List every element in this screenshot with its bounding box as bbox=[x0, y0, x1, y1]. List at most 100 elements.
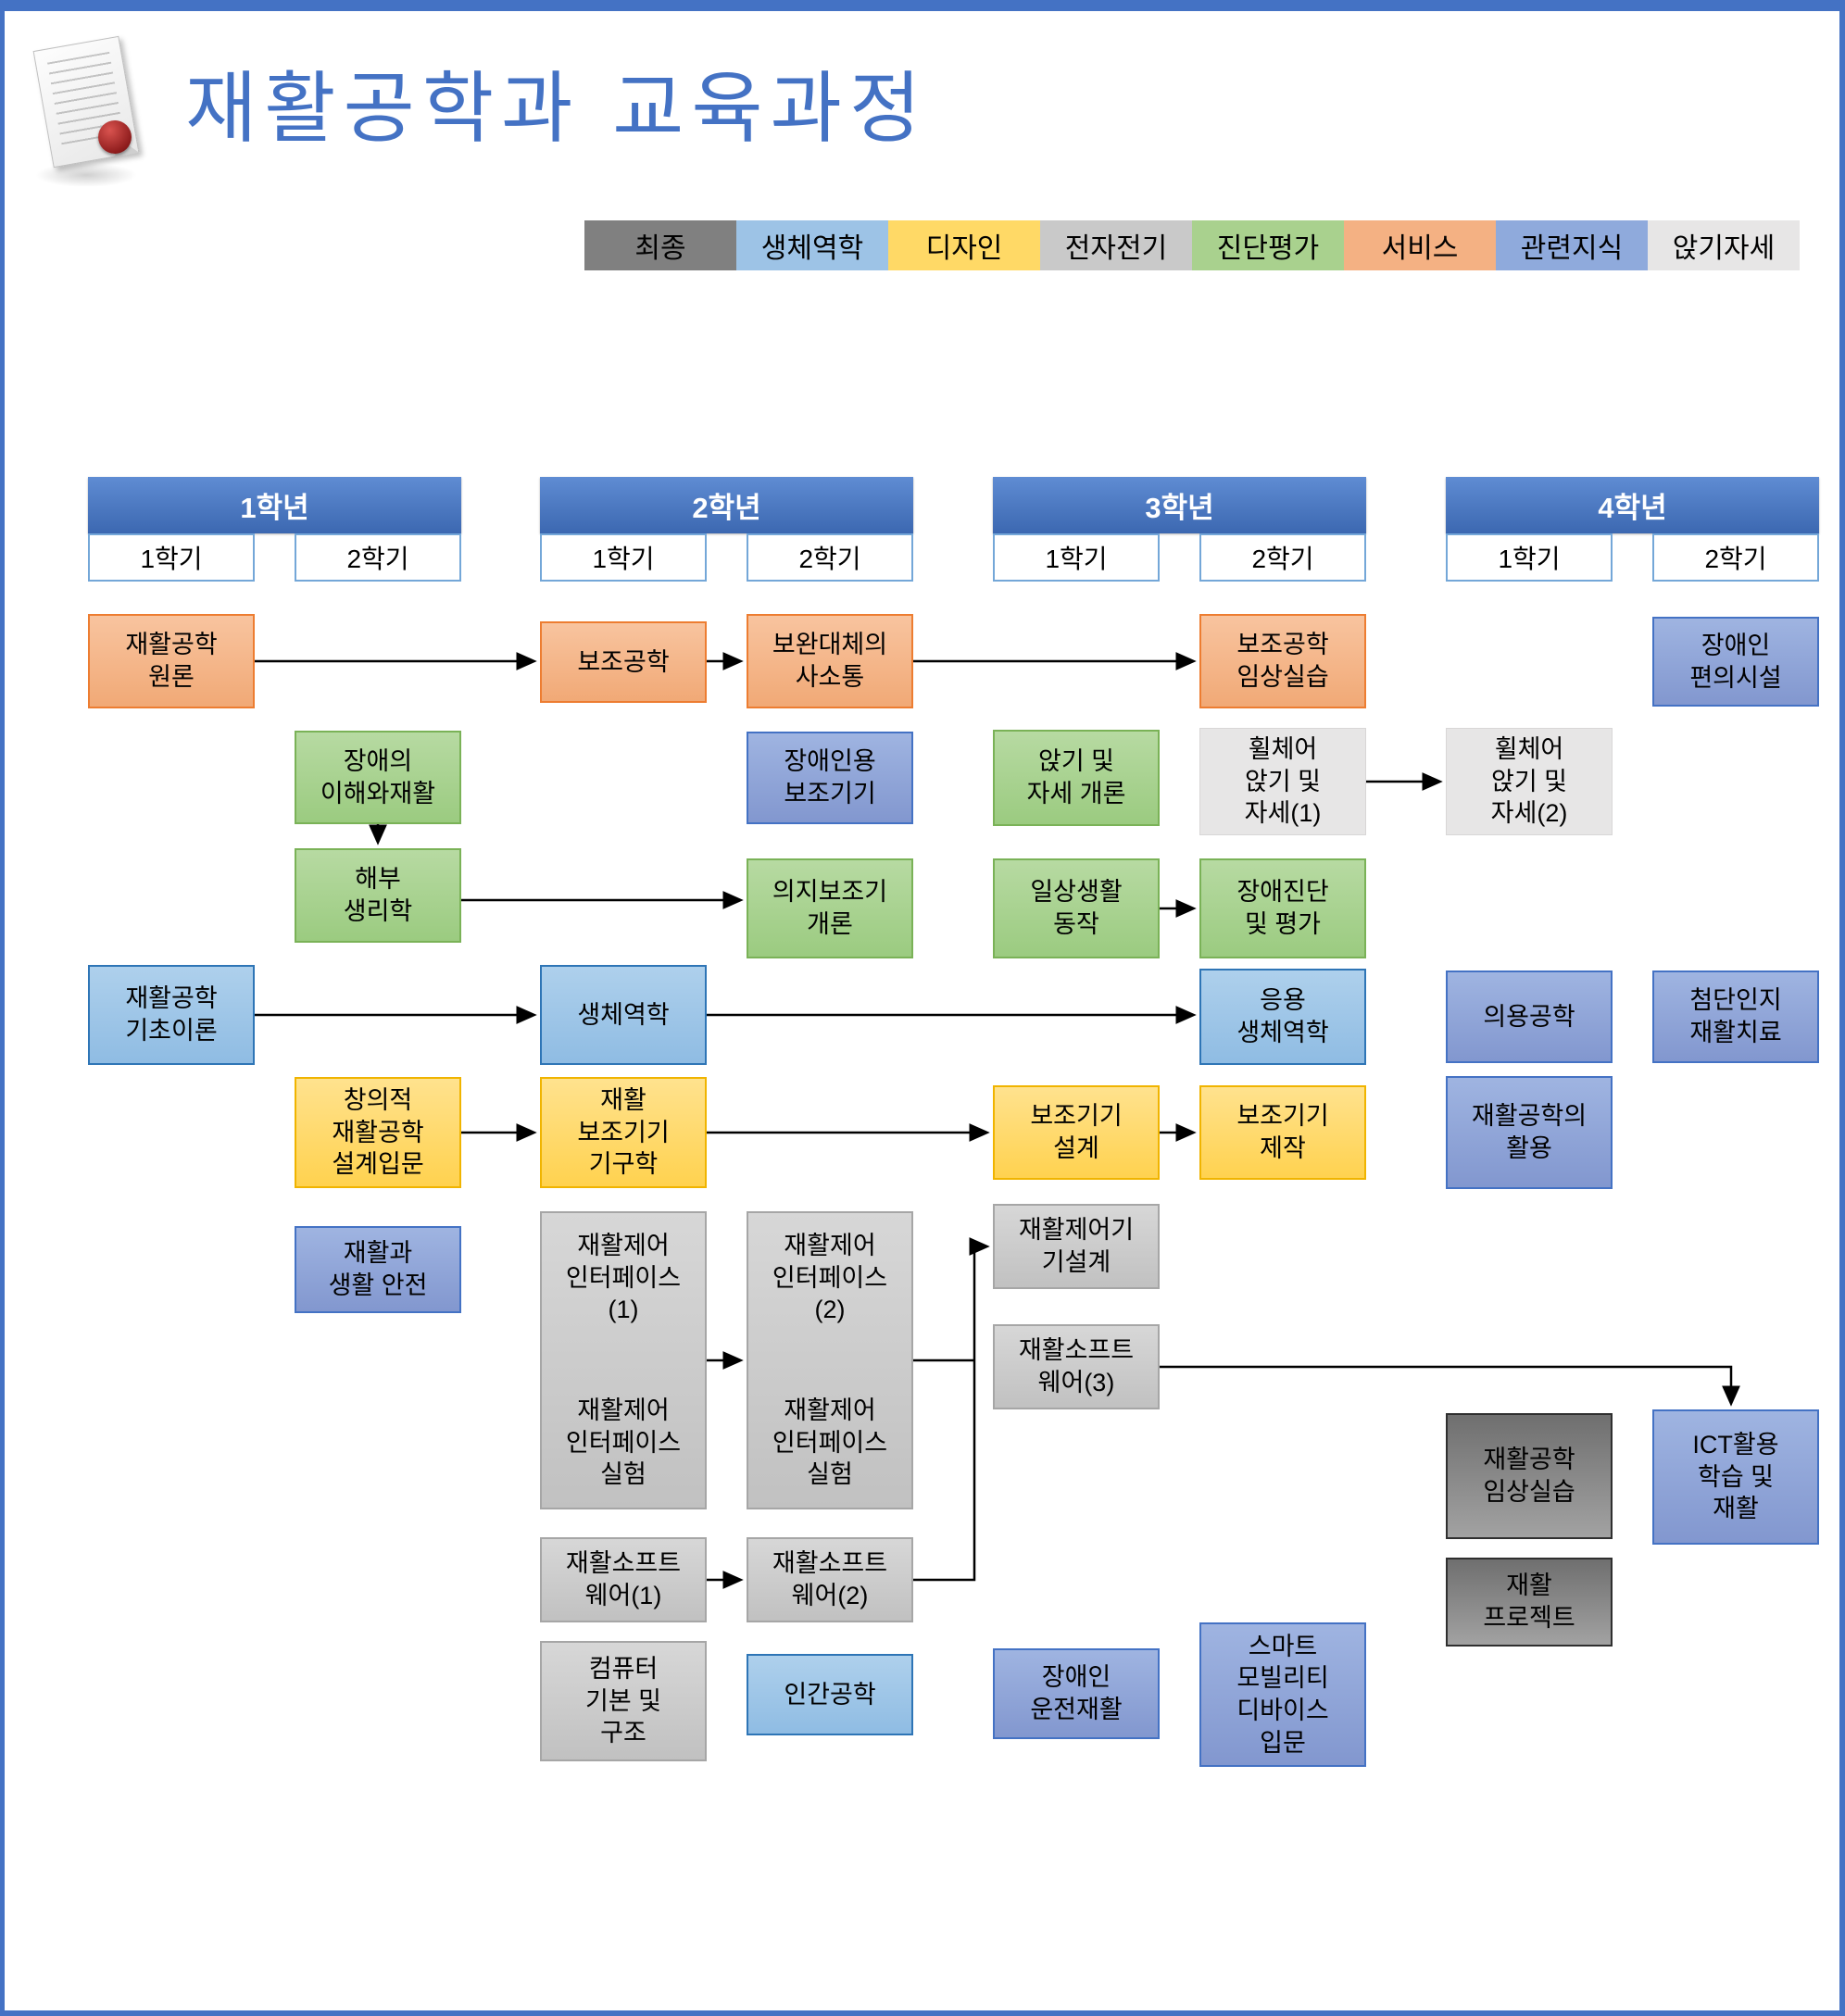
course-label: 재활공학 기초이론 bbox=[125, 984, 218, 1045]
course-box: 재활공학 원론 bbox=[88, 614, 255, 708]
semester-header-y2s2: 2학기 bbox=[747, 533, 913, 582]
course-label: 재활소프트 웨어(3) bbox=[1018, 1336, 1135, 1396]
legend-item-design: 디자인 bbox=[888, 220, 1040, 270]
course-box: 앉기 및 자세 개론 bbox=[993, 730, 1160, 826]
course-box: 재활 보조기기 기구학 bbox=[540, 1077, 707, 1188]
red-wax-seal bbox=[98, 120, 132, 154]
semester-header-y3s1: 1학기 bbox=[993, 533, 1160, 582]
semester-header-y4s2: 2학기 bbox=[1652, 533, 1819, 582]
course-box: 인간공학 bbox=[747, 1654, 913, 1735]
course-label: 의용공학 bbox=[1483, 1002, 1575, 1031]
page-border-bottom bbox=[0, 2010, 1845, 2016]
course-label: 재활제어 인터페이스 실험 bbox=[565, 1396, 682, 1489]
year-header-2: 2학년 bbox=[540, 477, 913, 533]
course-label: 재활제어 인터페이스 (2) bbox=[772, 1232, 888, 1324]
course-box: 보조기기 설계 bbox=[993, 1085, 1160, 1180]
course-box: 창의적 재활공학 설계입문 bbox=[295, 1077, 461, 1188]
course-label: 응용 생체역학 bbox=[1236, 986, 1329, 1046]
course-label: 재활공학의 활용 bbox=[1471, 1102, 1588, 1162]
course-label: 보조공학 bbox=[577, 647, 670, 676]
legend-item-biomech: 생체역학 bbox=[736, 220, 888, 270]
course-box: 장애인 운전재활 bbox=[993, 1648, 1160, 1739]
semester-header-y3s2: 2학기 bbox=[1199, 533, 1366, 582]
course-label: 첨단인지 재활치료 bbox=[1689, 986, 1782, 1046]
course-box: ICT활용 학습 및 재활 bbox=[1652, 1409, 1819, 1545]
course-label: 재활제어기 기설계 bbox=[1018, 1216, 1135, 1276]
course-box: 보조기기 제작 bbox=[1199, 1085, 1366, 1180]
course-box: 재활제어 인터페이스 (2) 재활제어 인터페이스 실험 bbox=[747, 1211, 913, 1509]
year-header-4: 4학년 bbox=[1446, 477, 1819, 533]
course-box: 장애인 편의시설 bbox=[1652, 617, 1819, 707]
course-label: 보조공학 임상실습 bbox=[1236, 631, 1329, 691]
course-label: 보조기기 제작 bbox=[1236, 1102, 1329, 1162]
course-label: 인간공학 bbox=[784, 1680, 876, 1709]
course-box: 휠체어 앉기 및 자세(2) bbox=[1446, 728, 1613, 835]
course-label: 컴퓨터 기본 및 구조 bbox=[584, 1655, 662, 1747]
course-box: 재활공학 임상실습 bbox=[1446, 1413, 1613, 1539]
course-label: 일상생활 동작 bbox=[1030, 878, 1123, 938]
course-box: 휠체어 앉기 및 자세(1) bbox=[1199, 728, 1366, 835]
course-box: 재활소프트 웨어(1) bbox=[540, 1537, 707, 1622]
course-label: 재활제어 인터페이스 (1) bbox=[565, 1232, 682, 1324]
course-label: 장애진단 및 평가 bbox=[1236, 878, 1329, 938]
course-label: 재활 프로젝트 bbox=[1483, 1571, 1575, 1632]
legend-item-assess: 진단평가 bbox=[1192, 220, 1344, 270]
course-box: 생체역학 bbox=[540, 965, 707, 1065]
legend-item-final: 최종 bbox=[584, 220, 736, 270]
course-label: 장애인용 보조기기 bbox=[784, 747, 876, 808]
course-box: 재활공학의 활용 bbox=[1446, 1076, 1613, 1189]
icon-shadow bbox=[35, 163, 137, 187]
course-box: 재활제어기 기설계 bbox=[993, 1204, 1160, 1289]
course-label: 의지보조기 개론 bbox=[772, 878, 888, 938]
course-box: 재활 프로젝트 bbox=[1446, 1558, 1613, 1647]
course-box: 컴퓨터 기본 및 구조 bbox=[540, 1641, 707, 1761]
semester-header-y2s1: 1학기 bbox=[540, 533, 707, 582]
course-box: 보완대체의 사소통 bbox=[747, 614, 913, 708]
course-label: 재활 보조기기 기구학 bbox=[577, 1086, 670, 1179]
course-label: 보완대체의 사소통 bbox=[772, 631, 888, 691]
course-box: 보조공학 임상실습 bbox=[1199, 614, 1366, 708]
page-title: 재활공학과 교육과정 bbox=[185, 63, 929, 154]
legend-item-service: 서비스 bbox=[1344, 220, 1496, 270]
course-label: 스마트 모빌리티 디바이스 입문 bbox=[1236, 1632, 1329, 1757]
year-header-3: 3학년 bbox=[993, 477, 1366, 533]
course-box: 재활소프트 웨어(3) bbox=[993, 1324, 1160, 1409]
course-box: 재활과 생활 안전 bbox=[295, 1226, 461, 1313]
arrow-junction-gigiseolgye bbox=[913, 1237, 990, 1582]
course-label: 장애인 운전재활 bbox=[1030, 1663, 1123, 1723]
course-box: 스마트 모빌리티 디바이스 입문 bbox=[1199, 1622, 1366, 1767]
course-label: 재활제어 인터페이스 실험 bbox=[772, 1396, 888, 1489]
course-label: 재활과 생활 안전 bbox=[328, 1239, 428, 1299]
course-label: 보조기기 설계 bbox=[1030, 1102, 1123, 1162]
course-label: 생체역학 bbox=[577, 1000, 670, 1029]
semester-header-y4s1: 1학기 bbox=[1446, 533, 1613, 582]
course-box: 의지보조기 개론 bbox=[747, 858, 913, 958]
page-border-right bbox=[1839, 0, 1845, 2016]
course-label: 재활소프트 웨어(2) bbox=[772, 1549, 888, 1609]
course-box: 장애의 이해와재활 bbox=[295, 731, 461, 824]
course-box: 의용공학 bbox=[1446, 970, 1613, 1063]
course-box: 재활공학 기초이론 bbox=[88, 965, 255, 1065]
course-label: ICT활용 학습 및 재활 bbox=[1692, 1431, 1779, 1523]
semester-header-y1s1: 1학기 bbox=[88, 533, 255, 582]
course-box: 첨단인지 재활치료 bbox=[1652, 970, 1819, 1063]
course-label: 해부 생리학 bbox=[343, 865, 413, 925]
semester-header-y1s2: 2학기 bbox=[295, 533, 461, 582]
year-header-1: 1학년 bbox=[88, 477, 461, 533]
course-label: 앉기 및 자세 개론 bbox=[1026, 747, 1126, 808]
page-border-left bbox=[0, 0, 5, 2016]
course-label: 장애인 편의시설 bbox=[1689, 631, 1782, 692]
course-box: 보조공학 bbox=[540, 621, 707, 703]
page-border-top bbox=[0, 0, 1845, 11]
course-label: 장애의 이해와재활 bbox=[320, 746, 436, 808]
course-box: 재활소프트 웨어(2) bbox=[747, 1537, 913, 1622]
course-box: 해부 생리학 bbox=[295, 848, 461, 943]
arrow-software3-ict bbox=[1160, 1365, 1740, 1407]
course-box: 응용 생체역학 bbox=[1199, 969, 1366, 1065]
legend-item-related: 관련지식 bbox=[1496, 220, 1648, 270]
course-label: 휠체어 앉기 및 자세(2) bbox=[1490, 735, 1568, 828]
course-label: 재활공학 임상실습 bbox=[1483, 1446, 1575, 1506]
course-label: 휠체어 앉기 및 자세(1) bbox=[1244, 735, 1322, 828]
